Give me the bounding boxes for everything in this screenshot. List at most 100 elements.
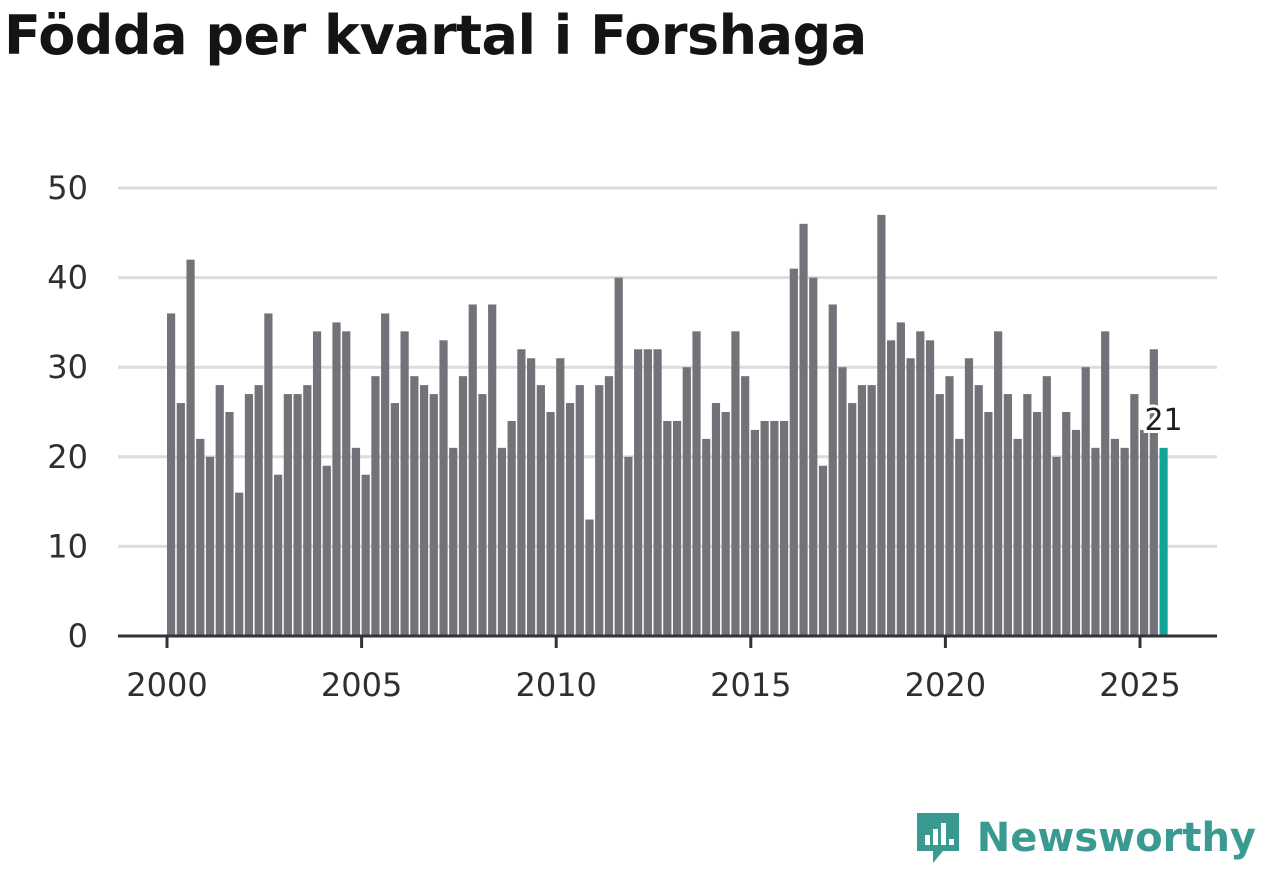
bar bbox=[809, 277, 818, 636]
bar bbox=[225, 412, 234, 636]
bar bbox=[896, 322, 905, 636]
bar bbox=[604, 376, 614, 636]
bar bbox=[458, 376, 468, 636]
bar bbox=[1091, 447, 1100, 636]
bar bbox=[196, 438, 205, 636]
data-labels: 21 bbox=[1141, 400, 1185, 441]
y-tick-label: 40 bbox=[47, 259, 88, 297]
bars bbox=[167, 214, 1168, 636]
bar bbox=[176, 403, 185, 636]
bar bbox=[536, 385, 545, 636]
bar bbox=[779, 420, 789, 636]
bar bbox=[925, 340, 935, 636]
bar bbox=[838, 367, 847, 636]
bar bbox=[1101, 331, 1110, 636]
bar bbox=[1149, 349, 1158, 636]
bar bbox=[672, 420, 682, 636]
bar bbox=[264, 313, 273, 636]
bar bbox=[478, 394, 487, 636]
bar bbox=[711, 403, 721, 636]
last-value-label: 21 bbox=[1144, 403, 1182, 438]
bar bbox=[556, 358, 565, 636]
bar bbox=[585, 519, 594, 636]
bar bbox=[945, 376, 954, 636]
bar bbox=[624, 456, 633, 636]
bar bbox=[283, 394, 292, 636]
bar bbox=[565, 403, 575, 636]
bar bbox=[935, 394, 944, 636]
brand-name: Newsworthy bbox=[976, 815, 1256, 861]
bar bbox=[643, 349, 652, 636]
bar bbox=[507, 420, 516, 636]
bar bbox=[274, 474, 283, 636]
bar bbox=[361, 474, 370, 636]
bar bbox=[702, 438, 711, 636]
bar bbox=[906, 358, 915, 636]
bar bbox=[1071, 429, 1081, 636]
bar bbox=[595, 385, 604, 636]
bar bbox=[721, 412, 730, 636]
bar bbox=[351, 447, 361, 636]
bar bbox=[371, 376, 380, 636]
bar bbox=[235, 492, 244, 636]
bar bbox=[877, 214, 886, 636]
bar bbox=[1042, 376, 1051, 636]
bar bbox=[1120, 447, 1129, 636]
bar bbox=[984, 412, 993, 636]
bar bbox=[634, 349, 643, 636]
newsworthy-brand[interactable]: Newsworthy bbox=[913, 809, 1256, 867]
bar bbox=[1110, 438, 1120, 636]
bar bbox=[1032, 412, 1042, 636]
bar bbox=[731, 331, 740, 636]
y-tick-label: 30 bbox=[47, 348, 88, 386]
bar bbox=[692, 331, 701, 636]
bar bbox=[205, 456, 215, 636]
bar bbox=[1003, 394, 1012, 636]
y-tick-label: 50 bbox=[47, 169, 88, 207]
bar bbox=[497, 447, 507, 636]
bar bbox=[741, 376, 750, 636]
bar bbox=[167, 313, 176, 636]
x-tick-label: 2015 bbox=[710, 666, 791, 704]
bar bbox=[828, 304, 837, 636]
x-tick-label: 2000 bbox=[126, 666, 207, 704]
bar bbox=[994, 331, 1003, 636]
bar bbox=[663, 420, 672, 636]
bar bbox=[760, 420, 769, 636]
bar bbox=[400, 331, 409, 636]
bar bbox=[1023, 394, 1032, 636]
bar bbox=[527, 358, 536, 636]
x-tick-label: 2010 bbox=[515, 666, 596, 704]
bar bbox=[799, 223, 808, 636]
bar bbox=[974, 385, 983, 636]
bar bbox=[750, 429, 759, 636]
bar bbox=[916, 331, 925, 636]
bar bbox=[682, 367, 691, 636]
bar bbox=[964, 358, 974, 636]
bar bbox=[410, 376, 419, 636]
bar bbox=[1013, 438, 1022, 636]
y-tick-label: 0 bbox=[68, 617, 88, 655]
bar bbox=[312, 331, 322, 636]
bar bbox=[546, 412, 555, 636]
bar bbox=[1159, 447, 1168, 636]
bar bbox=[342, 331, 351, 636]
bar bbox=[419, 385, 429, 636]
bar bbox=[517, 349, 526, 636]
bar bbox=[449, 447, 458, 636]
bar bbox=[653, 349, 662, 636]
chart-title: Födda per kvartal i Forshaga bbox=[4, 4, 867, 67]
bar bbox=[244, 394, 254, 636]
bar bbox=[1081, 367, 1090, 636]
bar bbox=[1130, 394, 1139, 636]
bar bbox=[186, 259, 195, 636]
bar bbox=[848, 403, 857, 636]
bar bbox=[818, 465, 828, 636]
y-axis-ticks: 0 10 20 30 40 50 bbox=[47, 169, 88, 655]
bar bbox=[488, 304, 497, 636]
x-tick-label: 2005 bbox=[321, 666, 402, 704]
bar bbox=[770, 420, 779, 636]
bar bbox=[429, 394, 438, 636]
bar bbox=[303, 385, 312, 636]
